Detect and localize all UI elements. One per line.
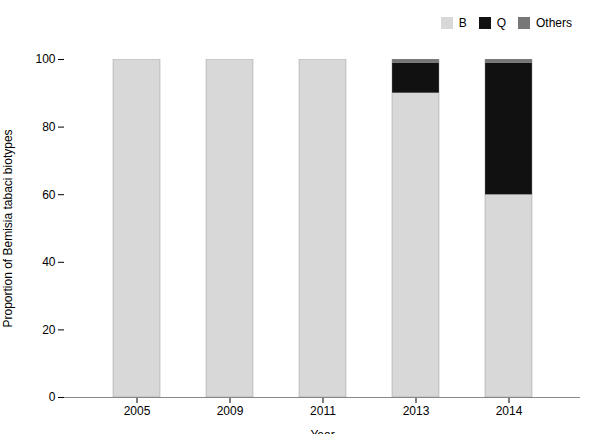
svg-text:60: 60 (42, 188, 56, 202)
svg-text:40: 40 (42, 255, 56, 269)
svg-text:2011: 2011 (310, 404, 336, 418)
svg-text:2013: 2013 (403, 404, 430, 418)
svg-text:2014: 2014 (496, 404, 523, 418)
svg-text:0: 0 (49, 390, 56, 404)
html-text:Others: Others (536, 15, 572, 30)
svg-text:100: 100 (35, 52, 55, 66)
svg-text:Proportion of Bemisia tabaci b: Proportion of Bemisia tabaci biotypes (1, 129, 15, 327)
html-text:B: B (458, 15, 467, 30)
svg-text:80: 80 (42, 120, 56, 134)
svg-text:20: 20 (42, 323, 56, 337)
html-text:Q: Q (496, 15, 506, 30)
svg-text:2005: 2005 (124, 404, 151, 418)
svg-text:Year: Year (310, 428, 334, 434)
svg-text:2009: 2009 (217, 404, 244, 418)
